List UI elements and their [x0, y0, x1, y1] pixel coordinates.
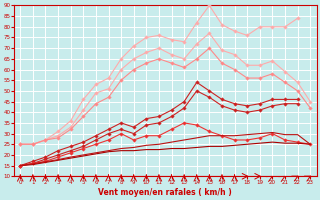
X-axis label: Vent moyen/en rafales ( km/h ): Vent moyen/en rafales ( km/h ) [98, 188, 232, 197]
